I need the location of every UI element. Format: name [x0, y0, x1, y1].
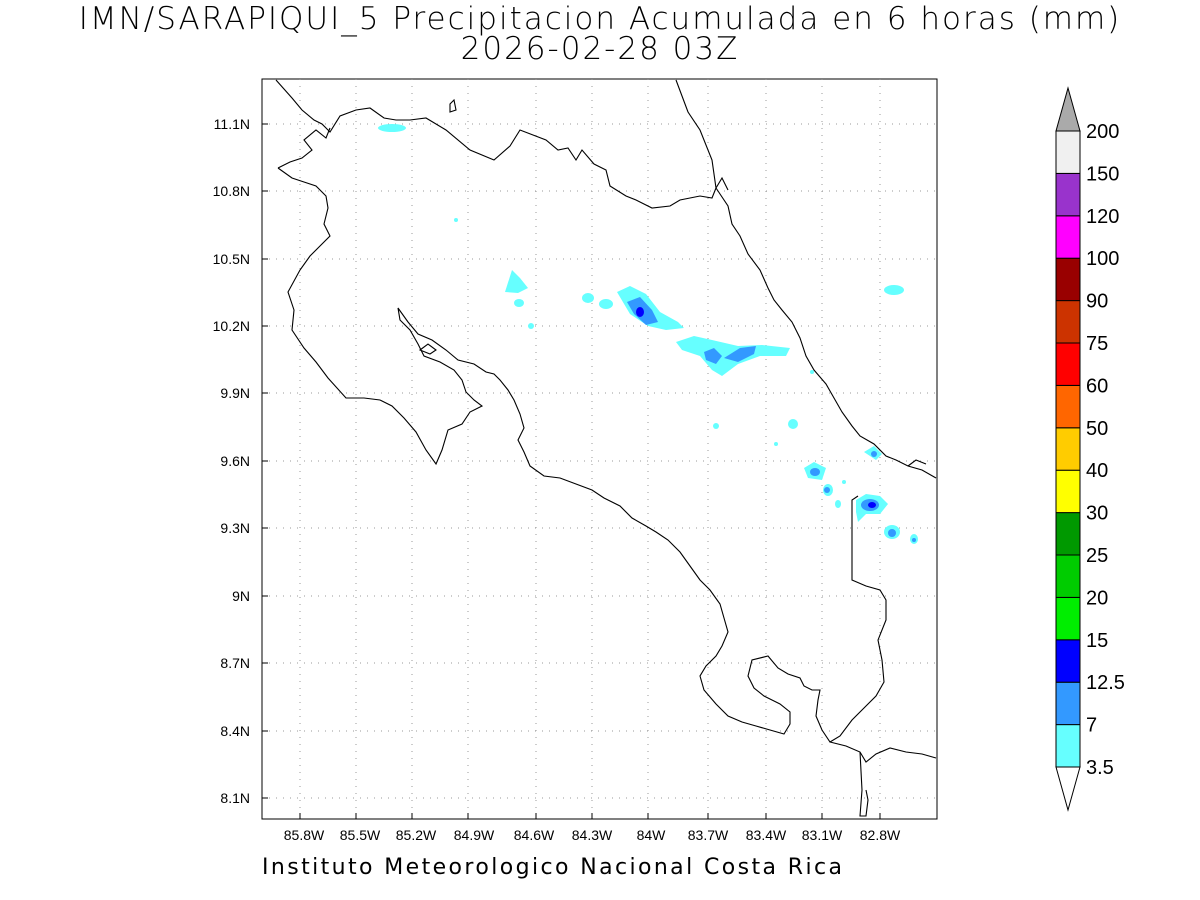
lat-tick-label: 9N [232, 588, 250, 604]
lon-tick-label: 84W [637, 827, 667, 843]
colorbar: 3.5 7 12.5 15 20 25 30 40 50 60 75 90 100 120 150 200 [1055, 86, 1125, 812]
colorbar-label: 7 [1086, 715, 1097, 737]
coastline [275, 79, 937, 817]
map-datetime: 2026-02-28 03Z [460, 31, 740, 67]
colorbar-segment [1055, 300, 1081, 344]
footer-credit: Instituto Meteorologico Nacional Costa R… [262, 855, 845, 880]
lon-tick-label: 85.2W [396, 827, 437, 843]
colorbar-label: 75 [1086, 333, 1108, 355]
colorbar-label: 20 [1086, 587, 1108, 609]
lat-tick-label: 8.7N [220, 655, 250, 671]
lat-tick-label: 11.1N [214, 116, 250, 132]
lat-tick-label: 9.3N [220, 520, 250, 536]
axis-ticks [262, 123, 881, 819]
lon-tick-label: 84.6W [514, 827, 555, 843]
colorbar-label: 90 [1086, 291, 1108, 313]
colorbar-segment [1055, 596, 1081, 641]
colorbar-label: 150 [1086, 163, 1119, 185]
colorbar-segment [1055, 724, 1081, 768]
lat-tick-label: 10.5N [213, 251, 250, 267]
lon-tick-label: 85.5W [340, 827, 381, 843]
lat-tick-label: 9.6N [220, 453, 250, 469]
lon-tick-label: 83.1W [802, 827, 843, 843]
colorbar-segment [1055, 427, 1081, 471]
lat-tick-label: 8.1N [220, 790, 250, 806]
colorbar-segment [1055, 215, 1081, 259]
colorbar-segment [1055, 639, 1081, 683]
lon-tick-label: 84.9W [454, 827, 495, 843]
lon-tick-label: 84.3W [572, 827, 613, 843]
colorbar-label: 30 [1086, 503, 1108, 525]
colorbar-segment [1055, 554, 1081, 598]
colorbar-label: 15 [1086, 630, 1108, 652]
colorbar-segment [1055, 512, 1081, 556]
colorbar-lower-arrow [1055, 766, 1081, 812]
lon-tick-label: 83.4W [746, 827, 787, 843]
colorbar-label: 100 [1086, 248, 1119, 270]
colorbar-segment [1055, 342, 1081, 386]
lon-tick-label: 82.8W [860, 827, 901, 843]
colorbar-segment [1055, 469, 1081, 514]
colorbar-segment [1055, 681, 1081, 726]
map-grid [262, 79, 937, 819]
lat-tick-label: 8.4N [220, 723, 250, 739]
colorbar-label: 200 [1086, 121, 1119, 143]
lon-tick-label: 85.8W [284, 827, 325, 843]
colorbar-segment [1055, 130, 1081, 174]
lat-tick-label: 9.9N [220, 385, 250, 401]
lat-tick-label: 10.2N [213, 318, 250, 334]
colorbar-upper-arrow [1055, 86, 1081, 132]
colorbar-label: 120 [1086, 206, 1119, 228]
colorbar-label: 3.5 [1086, 757, 1114, 779]
precipitation-field [378, 124, 918, 544]
lon-tick-label: 83.7W [688, 827, 729, 843]
colorbar-segment [1055, 384, 1081, 429]
map-title: IMN/SARAPIQUI_5 Precipitacion Acumulada … [78, 1, 1122, 37]
colorbar-label: 12.5 [1086, 672, 1125, 694]
colorbar-label: 60 [1086, 375, 1108, 397]
colorbar-label: 25 [1086, 545, 1108, 567]
colorbar-label: 40 [1086, 460, 1108, 482]
map-frame [261, 78, 938, 820]
colorbar-segment [1055, 257, 1081, 302]
colorbar-label: 50 [1086, 418, 1108, 440]
lat-tick-label: 10.8N [213, 183, 250, 199]
colorbar-segment [1055, 172, 1081, 217]
